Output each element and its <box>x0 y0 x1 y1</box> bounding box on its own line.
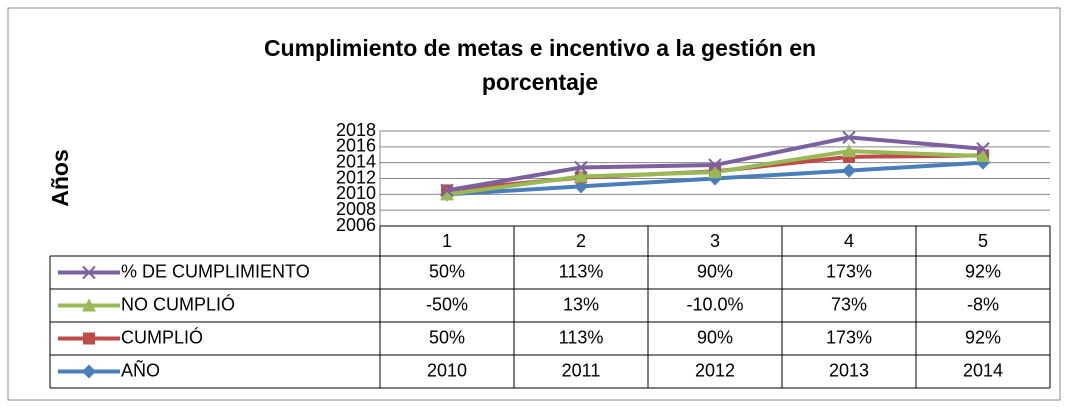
table-cell: 90% <box>697 327 733 347</box>
table-cell: -8% <box>967 294 999 314</box>
table-cell: 173% <box>826 261 872 281</box>
table-cell: 173% <box>826 327 872 347</box>
table-cell: 50% <box>429 261 465 281</box>
y-tick-label: 2018 <box>336 120 376 140</box>
legend-label: AÑO <box>121 359 160 380</box>
table-cell: 2010 <box>427 360 467 380</box>
y-tick-label: 2010 <box>336 183 376 203</box>
table-cell: 50% <box>429 327 465 347</box>
y-axis-label: Años <box>47 149 73 207</box>
marker <box>440 187 454 201</box>
marker <box>82 265 96 280</box>
marker <box>574 160 588 175</box>
chart-title: Cumplimiento de metas e incentivo a la g… <box>264 35 816 61</box>
marker <box>574 169 588 183</box>
marker <box>82 364 96 379</box>
marker <box>83 332 95 345</box>
y-tick-label: 2014 <box>336 151 376 171</box>
y-tick-label: 2006 <box>336 215 376 235</box>
chart-title: porcentaje <box>482 69 598 95</box>
y-tick-label: 2016 <box>336 136 376 156</box>
table-cell: -10.0% <box>686 294 743 314</box>
table-cell: 73% <box>831 294 867 314</box>
table-cell: 92% <box>965 327 1001 347</box>
x-tick-label: 2 <box>576 231 586 251</box>
legend-label: % DE CUMPLIMIENTO <box>121 261 310 281</box>
table-cell: 13% <box>563 294 599 314</box>
x-tick-label: 4 <box>844 231 854 251</box>
legend-label: NO CUMPLIÓ <box>121 293 235 314</box>
table-cell: 113% <box>559 327 604 347</box>
legend-label: CUMPLIÓ <box>121 326 203 347</box>
marker <box>82 298 96 312</box>
marker <box>842 144 856 158</box>
table-cell: 90% <box>697 261 733 281</box>
marker <box>708 165 722 179</box>
x-tick-label: 1 <box>442 231 452 251</box>
table-cell: 2011 <box>562 360 601 380</box>
table-cell: 2014 <box>963 360 1003 380</box>
table-cell: -50% <box>426 294 468 314</box>
marker <box>842 130 856 145</box>
y-tick-label: 2008 <box>336 199 376 219</box>
x-tick-label: 5 <box>978 231 988 251</box>
marker <box>440 183 454 198</box>
chart-border <box>7 7 1061 401</box>
marker <box>842 163 856 178</box>
table-cell: 2012 <box>695 360 735 380</box>
marker <box>976 142 990 156</box>
y-tick-label: 2012 <box>336 167 376 187</box>
marker <box>976 149 990 163</box>
x-tick-label: 3 <box>710 231 720 251</box>
marker <box>708 158 722 172</box>
table-cell: 92% <box>965 261 1001 281</box>
table-cell: 2013 <box>829 360 869 380</box>
table-cell: 113% <box>559 261 604 281</box>
